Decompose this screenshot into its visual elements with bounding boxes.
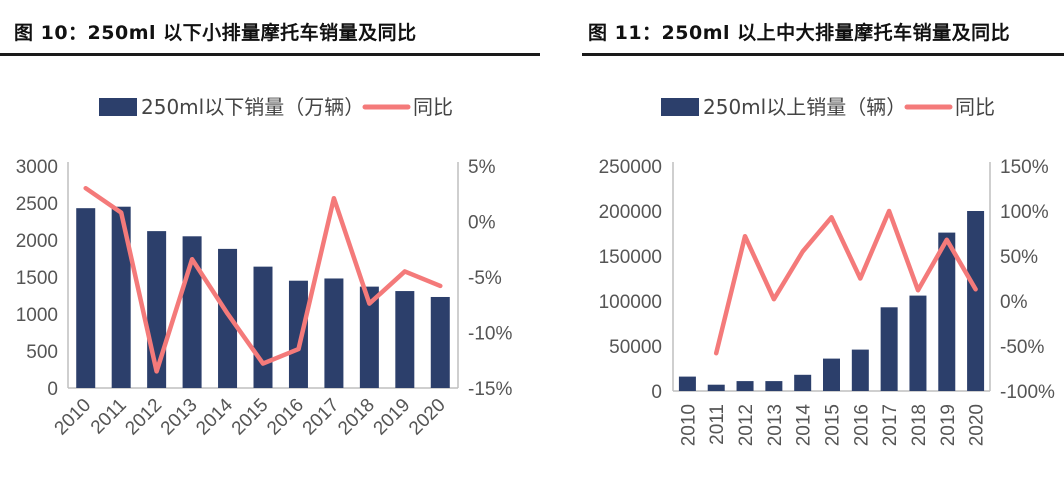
right-tick-label: -15% [468,379,512,400]
bar-2017 [880,307,898,391]
bar-2014 [218,248,238,388]
x-tick-label: 2016 [263,395,308,440]
legend-bar-label: 250ml以上销量（辆） [703,95,906,119]
legend-bar-label: 250ml以下销量（万辆） [141,95,364,119]
left-tick-label: 200000 [599,202,662,223]
bar-2019 [395,291,415,388]
x-tick-label: 2011 [707,404,728,445]
left-tick-label: 0 [651,382,662,403]
x-tick-label: 2018 [334,395,379,440]
bar-2010 [76,208,96,388]
bar-2019 [938,232,956,391]
legend-line-label: 同比 [413,95,453,119]
chart-fig10: 0 500 1000 1500 2000 2500 3000 -15% -10% -5% 0% 5% 2… [16,95,513,439]
right-tick-label: 5% [468,157,496,178]
x-tick-label: 2018 [909,404,930,446]
right-tick-label: -100% [1000,382,1055,403]
chart-fig11: 0 50000 100000 150000 200000 250000 -100% -50% 0… [599,95,1055,446]
x-tick-label: 2013 [765,404,786,446]
x-tick-label: 2011 [87,395,131,439]
bar-2020 [967,211,985,391]
bar-2020 [430,296,450,388]
right-tick-label: -50% [1000,337,1044,358]
right-tick-label: 0% [1000,292,1028,313]
bar-2010 [678,376,696,391]
bar-2014 [794,374,812,391]
bar-2015 [823,358,840,391]
right-tick-label: 0% [468,213,496,234]
bar-2013 [765,381,783,391]
bar-2016 [851,349,869,391]
x-tick-label: 2013 [157,395,202,440]
x-tick-label: 2019 [370,395,415,440]
x-tick-label: 2017 [299,395,344,440]
x-tick-label: 2012 [736,404,757,446]
legend-bar-swatch [99,98,137,116]
bar-2018 [909,295,927,391]
right-tick-label: 50% [1000,247,1038,268]
bar-2012 [736,381,754,391]
bar-2015 [253,266,273,388]
x-tick-label: 2020 [405,395,450,440]
x-tick-label: 2020 [967,404,988,446]
left-tick-label: 150000 [599,247,662,268]
left-tick-label: 100000 [599,292,662,313]
x-tick-label: 2010 [678,404,699,446]
x-tick-label: 2016 [851,404,872,446]
figure-10-title: 图 10：250ml 以下小排量摩托车销量及同比 [14,22,417,44]
x-tick-label: 2014 [794,404,815,447]
x-tick-label: 2017 [880,404,901,446]
left-tick-label: 1000 [16,305,58,326]
bar-2011 [707,384,725,391]
x-tick-label: 2015 [823,404,844,446]
bar-2016 [288,280,308,388]
x-tick-label: 2012 [121,395,166,440]
right-tick-label: 100% [1000,202,1049,223]
figure-11-title: 图 11：250ml 以上中大排量摩托车销量及同比 [588,22,1011,44]
legend-bar-swatch [661,98,699,116]
left-tick-label: 3000 [16,157,58,178]
left-tick-label: 0 [47,379,58,400]
x-tick-label: 2015 [228,395,273,440]
bar-2018 [359,286,379,388]
x-tick-label: 2010 [51,395,96,440]
left-tick-label: 2500 [16,194,58,215]
left-tick-label: 250000 [599,157,662,178]
left-tick-label: 2000 [16,231,58,252]
yoy-line [713,208,978,356]
x-tick-label: 2019 [938,404,959,446]
right-tick-label: -5% [468,268,502,289]
bar-2011 [111,206,131,388]
figure-11-title-rule [582,53,1064,56]
right-tick-label: 150% [1000,157,1049,178]
x-tick-label: 2014 [192,394,237,439]
left-tick-label: 50000 [609,337,662,358]
left-tick-label: 500 [26,342,58,363]
bar-2017 [324,278,344,388]
right-tick-label: -10% [468,324,512,345]
legend-line-label: 同比 [955,95,995,119]
figure-10-title-rule [0,53,540,56]
left-tick-label: 1500 [16,268,58,289]
